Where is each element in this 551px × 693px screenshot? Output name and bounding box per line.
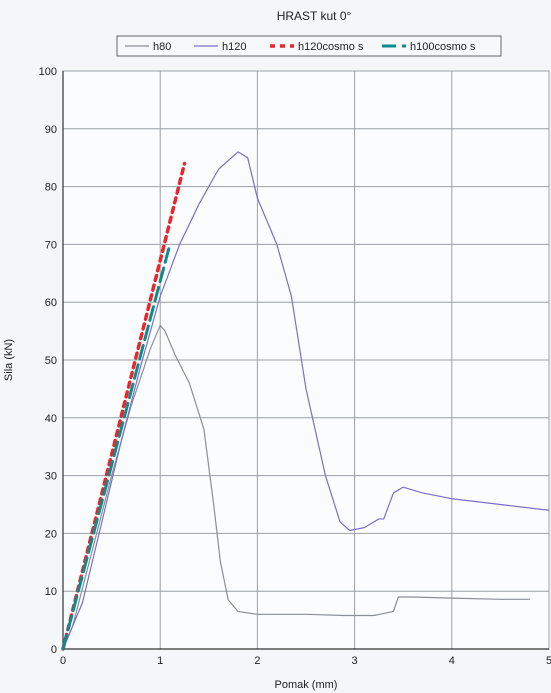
y-axis-label: Sila (kN) [3, 339, 15, 381]
y-tick-label: 40 [45, 413, 57, 425]
x-tick-label: 4 [449, 655, 455, 667]
y-tick-label: 50 [45, 355, 57, 367]
y-tick-label: 20 [45, 528, 57, 540]
legend: h80 h120 h120cosmo s h100cosmo s [116, 35, 502, 57]
x-axis-label: Pomak (mm) [275, 679, 338, 691]
y-tick-label: 10 [45, 586, 57, 598]
series-line-h100cosmo-s [61, 242, 172, 651]
y-tick-label: 100 [39, 66, 57, 78]
grid [62, 70, 550, 650]
legend-label: h120cosmo s [298, 41, 364, 53]
x-tick-label: 5 [546, 655, 551, 667]
legend-label: h80 [153, 41, 171, 53]
series-line-h80 [62, 324, 531, 650]
legend-box [116, 35, 502, 57]
legend-label: h120 [222, 41, 246, 53]
y-tick-label: 30 [45, 471, 57, 483]
series-line-h120 [62, 151, 550, 650]
x-tick-label: 2 [254, 655, 260, 667]
y-tick-label: 60 [45, 297, 57, 309]
y-tick-label: 80 [45, 182, 57, 194]
x-tick-label: 0 [60, 655, 66, 667]
y-tick-label: 70 [45, 239, 57, 251]
y-tick-label: 90 [45, 124, 57, 136]
y-axis-ticks: 0 10 20 30 40 50 60 70 80 90 100 [39, 66, 57, 656]
chart-title: HRAST kut 0° [277, 9, 352, 23]
series-group [61, 151, 550, 651]
y-tick-label: 0 [51, 644, 57, 656]
legend-label: h100cosmo s [410, 41, 476, 53]
x-tick-label: 1 [157, 655, 163, 667]
x-tick-label: 3 [352, 655, 358, 667]
x-axis-ticks: 0 1 2 3 4 5 [60, 655, 551, 667]
